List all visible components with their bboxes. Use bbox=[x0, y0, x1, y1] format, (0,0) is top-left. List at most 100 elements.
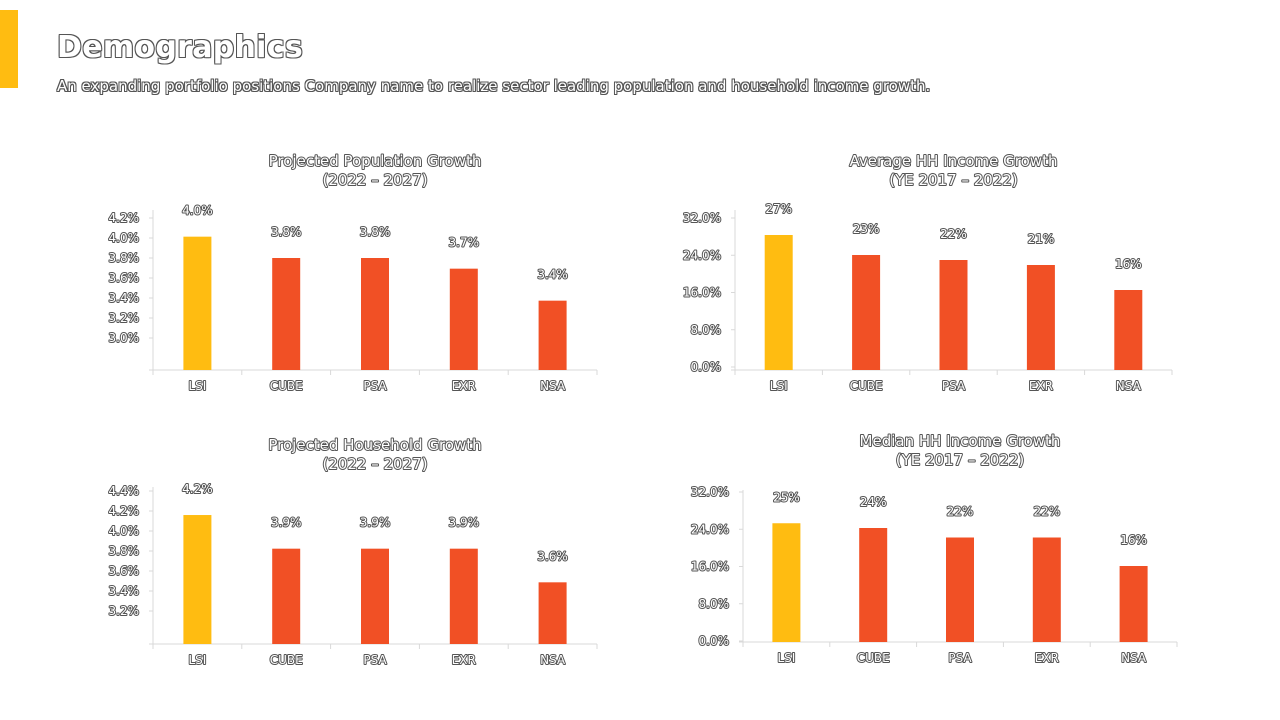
chart-subtitle: (YE 2017 – 2022) bbox=[896, 451, 1025, 469]
bar-lsi bbox=[772, 523, 801, 642]
category-label: PSA bbox=[363, 379, 387, 393]
chart-svg: Median HH Income Growth(YE 2017 – 2022) 3… bbox=[690, 431, 1178, 666]
y-tick-label: 8.0% bbox=[699, 597, 730, 611]
data-label: 4.0% bbox=[182, 204, 213, 218]
bar-nsa bbox=[538, 300, 567, 370]
category-label: EXR bbox=[452, 653, 476, 667]
chart-subtitle: (YE 2017 – 2022) bbox=[889, 171, 1018, 189]
category-label: PSA bbox=[363, 653, 387, 667]
page-subtitle: An expanding portfolio positions Company… bbox=[57, 77, 931, 95]
page-title: Demographics bbox=[57, 30, 303, 65]
category-label: PSA bbox=[942, 379, 966, 393]
y-tick-label: 3.8% bbox=[109, 251, 140, 265]
category-label: CUBE bbox=[270, 653, 303, 667]
bar-cube bbox=[852, 255, 881, 370]
chart-title: Average HH Income Growth bbox=[850, 152, 1058, 170]
bar-exr bbox=[449, 268, 478, 370]
y-tick-label: 8.0% bbox=[691, 323, 722, 337]
bar-cube bbox=[859, 528, 888, 642]
data-label: 3.9% bbox=[449, 516, 480, 530]
data-label: 3.7% bbox=[449, 236, 480, 250]
category-label: LSI bbox=[770, 379, 788, 393]
y-tick-label: 32.0% bbox=[691, 485, 729, 499]
bar-exr bbox=[1026, 265, 1055, 370]
data-label: 3.9% bbox=[360, 516, 391, 530]
bar-nsa bbox=[538, 582, 567, 644]
data-label: 22% bbox=[947, 505, 974, 519]
bar-exr bbox=[1032, 537, 1061, 642]
median-income-growth-chart: Median HH Income Growth (YE 2017 – 2022) 3… bbox=[680, 428, 1185, 678]
bar-nsa bbox=[1114, 290, 1143, 370]
bar-nsa bbox=[1119, 566, 1148, 642]
bar-lsi bbox=[183, 236, 212, 370]
y-tick-label: 0.0% bbox=[691, 360, 722, 374]
category-label: LSI bbox=[777, 651, 795, 665]
household-growth-chart: Projected Household Growth (2022 – 2027) 4… bbox=[100, 432, 605, 682]
category-label: LSI bbox=[188, 653, 206, 667]
bar-psa bbox=[361, 548, 389, 644]
y-tick-label: 3.2% bbox=[109, 311, 140, 325]
chart-title: Median HH Income Growth bbox=[860, 432, 1061, 450]
y-tick-label: 4.2% bbox=[109, 211, 140, 225]
data-label: 3.8% bbox=[271, 225, 302, 239]
y-tick-label: 16.0% bbox=[683, 286, 721, 300]
accent-bar bbox=[0, 10, 18, 88]
category-label: EXR bbox=[1029, 379, 1053, 393]
chart-title: Projected Household Growth bbox=[268, 436, 481, 454]
category-label: NSA bbox=[540, 379, 566, 393]
chart-svg: Projected Household Growth(2022 – 2027) 4… bbox=[108, 435, 598, 668]
y-tick-label: 0.0% bbox=[699, 634, 730, 648]
category-label: NSA bbox=[1116, 379, 1142, 393]
bar-psa bbox=[361, 258, 389, 370]
category-label: EXR bbox=[1035, 651, 1059, 665]
category-label: CUBE bbox=[270, 379, 303, 393]
bar-lsi bbox=[764, 235, 793, 370]
data-label: 24% bbox=[860, 495, 887, 509]
y-tick-label: 4.0% bbox=[109, 524, 140, 538]
data-label: 16% bbox=[1115, 257, 1142, 271]
y-tick-label: 3.8% bbox=[109, 544, 140, 558]
population-growth-chart: Projected Population Growth (2022 – 2027)… bbox=[100, 148, 605, 398]
category-label: CUBE bbox=[857, 651, 890, 665]
data-label: 3.4% bbox=[537, 268, 568, 282]
y-tick-label: 3.6% bbox=[109, 564, 140, 578]
data-label: 23% bbox=[853, 222, 880, 236]
y-tick-label: 4.4% bbox=[109, 484, 140, 498]
y-tick-label: 24.0% bbox=[683, 248, 721, 262]
y-tick-label: 16.0% bbox=[691, 560, 729, 574]
chart-subtitle: (2022 – 2027) bbox=[322, 455, 427, 473]
data-label: 3.9% bbox=[271, 516, 302, 530]
category-label: NSA bbox=[540, 653, 566, 667]
average-income-growth-chart: Average HH Income Growth (YE 2017 – 2022)… bbox=[680, 148, 1185, 398]
data-label: 4.2% bbox=[182, 482, 213, 496]
category-label: NSA bbox=[1121, 651, 1147, 665]
chart-svg: Projected Population Growth(2022 – 2027)… bbox=[108, 151, 598, 394]
y-tick-label: 4.2% bbox=[109, 504, 140, 518]
y-tick-label: 24.0% bbox=[691, 522, 729, 536]
category-label: EXR bbox=[452, 379, 476, 393]
data-label: 3.6% bbox=[537, 549, 568, 563]
data-label: 21% bbox=[1028, 232, 1055, 246]
chart-title: Projected Population Growth bbox=[269, 152, 482, 170]
bar-exr bbox=[449, 548, 478, 644]
y-tick-label: 3.6% bbox=[109, 271, 140, 285]
y-tick-label: 3.4% bbox=[109, 584, 140, 598]
y-tick-label: 32.0% bbox=[683, 211, 721, 225]
bar-psa bbox=[939, 260, 968, 370]
bar-lsi bbox=[183, 515, 212, 644]
data-label: 22% bbox=[940, 227, 967, 241]
y-tick-label: 3.4% bbox=[109, 291, 140, 305]
bar-cube bbox=[272, 548, 301, 644]
category-label: CUBE bbox=[850, 379, 883, 393]
data-label: 27% bbox=[765, 202, 792, 216]
category-label: LSI bbox=[188, 379, 206, 393]
chart-svg: Average HH Income Growth(YE 2017 – 2022)… bbox=[682, 151, 1173, 394]
bar-psa bbox=[946, 537, 974, 642]
y-tick-label: 3.2% bbox=[109, 604, 140, 618]
category-label: PSA bbox=[948, 651, 972, 665]
data-label: 22% bbox=[1033, 505, 1060, 519]
y-tick-label: 3.0% bbox=[109, 331, 140, 345]
data-label: 25% bbox=[773, 490, 800, 504]
data-label: 16% bbox=[1120, 533, 1147, 547]
bar-cube bbox=[272, 258, 301, 370]
